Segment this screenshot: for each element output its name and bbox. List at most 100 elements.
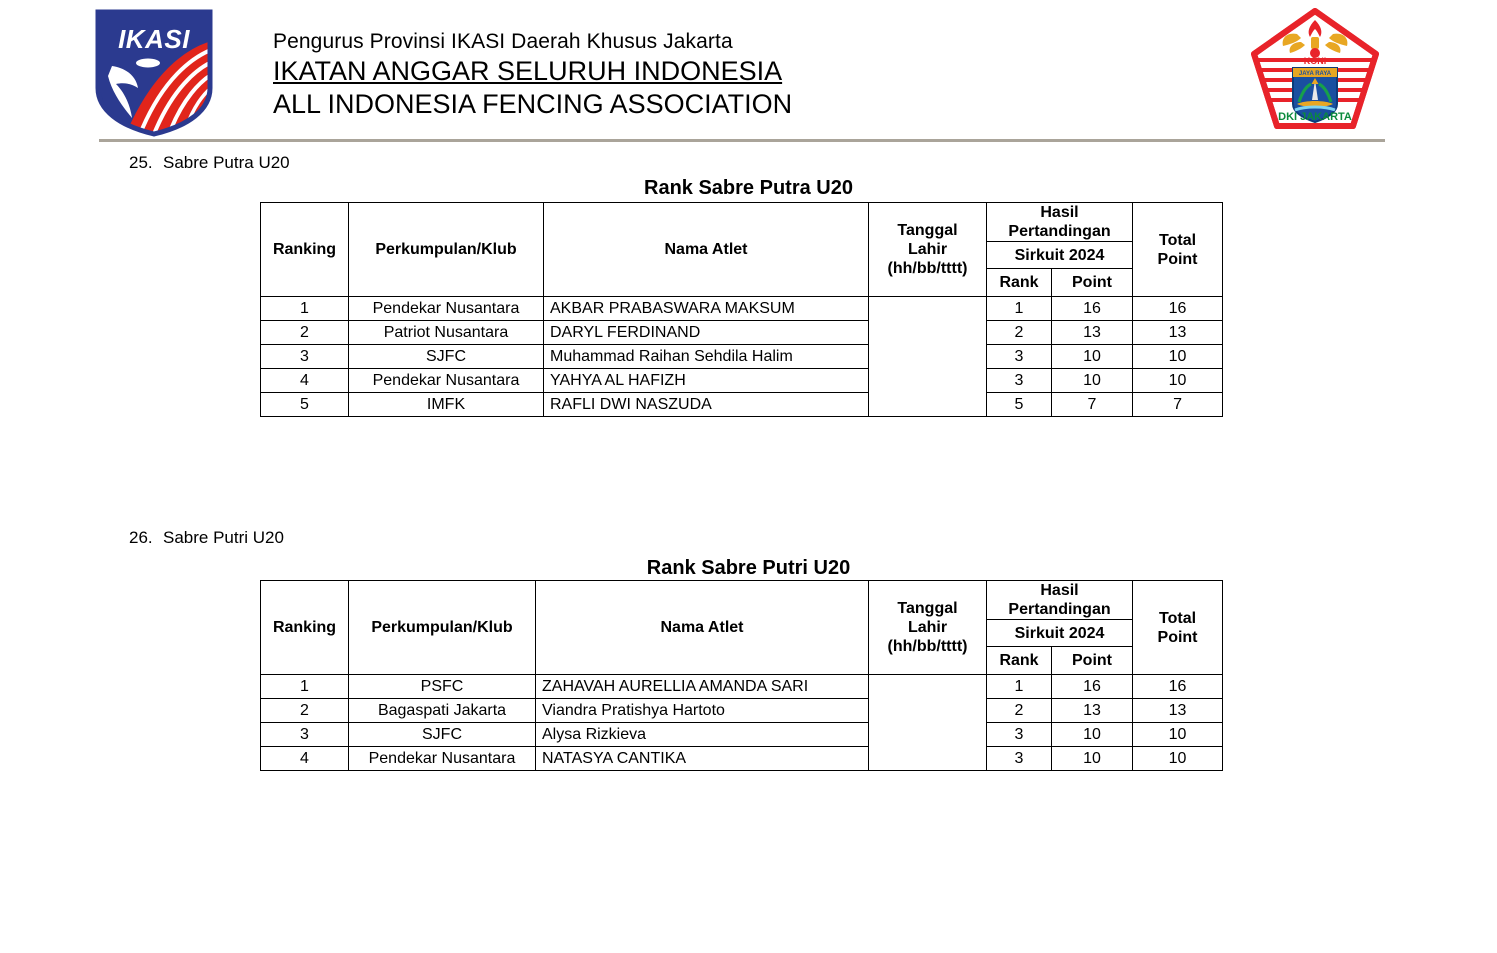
header-athlete-name: Nama Atlet: [535, 580, 869, 675]
section-label-25: 25. Sabre Putra U20: [129, 152, 290, 174]
ikasi-logo: IKASI: [92, 6, 216, 138]
section-label-26: 26. Sabre Putri U20: [129, 527, 284, 549]
cell-athlete-name: AKBAR PRABASWARA MAKSUM: [543, 296, 869, 321]
cell-athlete-name: Viandra Pratishya Hartoto: [535, 698, 869, 723]
cell-circuit-point: 7: [1050, 392, 1134, 417]
header-sub-rank: Rank: [986, 646, 1052, 675]
rank-table-title-putri: Rank Sabre Putri U20: [646, 557, 851, 579]
cell-club: PSFC: [348, 674, 536, 699]
cell-ranking: 2: [260, 698, 349, 723]
header-birthdate: Tanggal Lahir (hh/bb/tttt): [868, 202, 987, 297]
cell-total-point: 7: [1132, 392, 1224, 417]
cell-circuit-point: 16: [1050, 674, 1134, 699]
header-match-result: Hasil Pertandingan: [985, 202, 1134, 242]
header-total-line1: Total: [1159, 231, 1197, 249]
cell-total-point: 10: [1132, 722, 1224, 747]
cell-club: SJFC: [348, 344, 544, 369]
org-province-line: Pengurus Provinsi IKASI Daerah Khusus Ja…: [273, 30, 733, 53]
cell-club: Pendekar Nusantara: [348, 746, 536, 771]
cell-total-point: 16: [1132, 296, 1224, 321]
cell-total-point: 10: [1132, 344, 1224, 369]
cell-club: SJFC: [348, 722, 536, 747]
header-circuit-2024: Sirkuit 2024: [985, 241, 1134, 269]
cell-ranking: 4: [260, 368, 349, 393]
table-row: 5 IMFK RAFLI DWI NASZUDA 5 7 7: [260, 392, 1224, 417]
cell-circuit-rank: 1: [986, 296, 1052, 321]
org-name-english: ALL INDONESIA FENCING ASSOCIATION: [273, 89, 793, 119]
section-title-26: Sabre Putri U20: [163, 528, 284, 547]
cell-circuit-point: 10: [1050, 722, 1134, 747]
cell-circuit-rank: 2: [986, 320, 1052, 345]
table-body-putra: 1 Pendekar Nusantara AKBAR PRABASWARA MA…: [260, 296, 1224, 417]
cell-circuit-rank: 2: [986, 698, 1052, 723]
header-match-result-line2: Pertandingan: [1008, 223, 1111, 240]
header-total-point: Total Point: [1132, 580, 1224, 675]
rank-table-sabre-putri-u20: Ranking Perkumpulan/Klub Nama Atlet Tang…: [260, 580, 1224, 771]
table-row: 4 Pendekar Nusantara YAHYA AL HAFIZH 3 1…: [260, 368, 1224, 393]
cell-ranking: 2: [260, 320, 349, 345]
cell-athlete-name: NATASYA CANTIKA: [535, 746, 869, 771]
koni-logo-text: KONI: [1304, 56, 1327, 66]
section-title-25: Sabre Putra U20: [163, 153, 290, 172]
table-header-putra: Ranking Perkumpulan/Klub Nama Atlet Tang…: [260, 202, 1224, 297]
table-header-putri: Ranking Perkumpulan/Klub Nama Atlet Tang…: [260, 580, 1224, 675]
cell-athlete-name: Muhammad Raihan Sehdila Halim: [543, 344, 869, 369]
cell-circuit-point: 10: [1050, 746, 1134, 771]
cell-ranking: 3: [260, 344, 349, 369]
cell-birthdate-block: [868, 674, 987, 771]
header-total-point: Total Point: [1132, 202, 1224, 297]
letterhead: IKASI Pengurus Provinsi IKASI Daerah Khu…: [0, 0, 1497, 150]
header-total-line1: Total: [1159, 609, 1197, 627]
table-row: 3 SJFC Alysa Rizkieva 3 10 10: [260, 722, 1224, 747]
cell-circuit-rank: 5: [986, 392, 1052, 417]
cell-circuit-point: 10: [1050, 344, 1134, 369]
cell-circuit-rank: 1: [986, 674, 1052, 699]
cell-ranking: 1: [260, 296, 349, 321]
cell-circuit-rank: 3: [986, 344, 1052, 369]
rank-table-title-putra: Rank Sabre Putra U20: [644, 177, 853, 199]
cell-ranking: 4: [260, 746, 349, 771]
header-match-result-line1: Hasil: [1040, 204, 1079, 221]
cell-ranking: 5: [260, 392, 349, 417]
organization-name-block: Pengurus Provinsi IKASI Daerah Khusus Ja…: [273, 28, 1073, 121]
cell-athlete-name: Alysa Rizkieva: [535, 722, 869, 747]
cell-athlete-name: YAHYA AL HAFIZH: [543, 368, 869, 393]
header-birthdate-line3: (hh/bb/tttt): [887, 260, 968, 277]
header-birthdate-line2: Lahir: [907, 241, 948, 258]
header-divider-rule: [99, 139, 1385, 142]
cell-club: Pendekar Nusantara: [348, 296, 544, 321]
header-birthdate-line1: Tanggal: [897, 222, 958, 239]
header-athlete-name: Nama Atlet: [543, 202, 869, 297]
cell-total-point: 10: [1132, 368, 1224, 393]
cell-athlete-name: RAFLI DWI NASZUDA: [543, 392, 869, 417]
cell-ranking: 1: [260, 674, 349, 699]
cell-circuit-point: 13: [1050, 698, 1134, 723]
header-birthdate-line3: (hh/bb/tttt): [887, 638, 968, 655]
ikasi-logo-text: IKASI: [118, 24, 190, 54]
table-row: 2 Bagaspati Jakarta Viandra Pratishya Ha…: [260, 698, 1224, 723]
header-circuit-2024: Sirkuit 2024: [985, 619, 1134, 647]
koni-region-text: DKI JAKARTA: [1278, 111, 1352, 123]
header-match-result-line1: Hasil: [1040, 582, 1079, 599]
header-ranking: Ranking: [260, 202, 349, 297]
section-number-25: 25.: [129, 153, 153, 172]
cell-circuit-point: 16: [1050, 296, 1134, 321]
cell-total-point: 10: [1132, 746, 1224, 771]
header-ranking: Ranking: [260, 580, 349, 675]
table-row: 1 Pendekar Nusantara AKBAR PRABASWARA MA…: [260, 296, 1224, 417]
cell-circuit-point: 10: [1050, 368, 1134, 393]
cell-circuit-rank: 3: [986, 722, 1052, 747]
cell-total-point: 16: [1132, 674, 1224, 699]
cell-circuit-rank: 3: [986, 746, 1052, 771]
cell-total-point: 13: [1132, 320, 1224, 345]
cell-club: Patriot Nusantara: [348, 320, 544, 345]
header-club: Perkumpulan/Klub: [348, 202, 544, 297]
cell-club: Pendekar Nusantara: [348, 368, 544, 393]
cell-club: IMFK: [348, 392, 544, 417]
cell-total-point: 13: [1132, 698, 1224, 723]
cell-ranking: 3: [260, 722, 349, 747]
cell-club: Bagaspati Jakarta: [348, 698, 536, 723]
table-row: 2 Patriot Nusantara DARYL FERDINAND 2 13…: [260, 320, 1224, 345]
header-club: Perkumpulan/Klub: [348, 580, 536, 675]
cell-circuit-rank: 3: [986, 368, 1052, 393]
